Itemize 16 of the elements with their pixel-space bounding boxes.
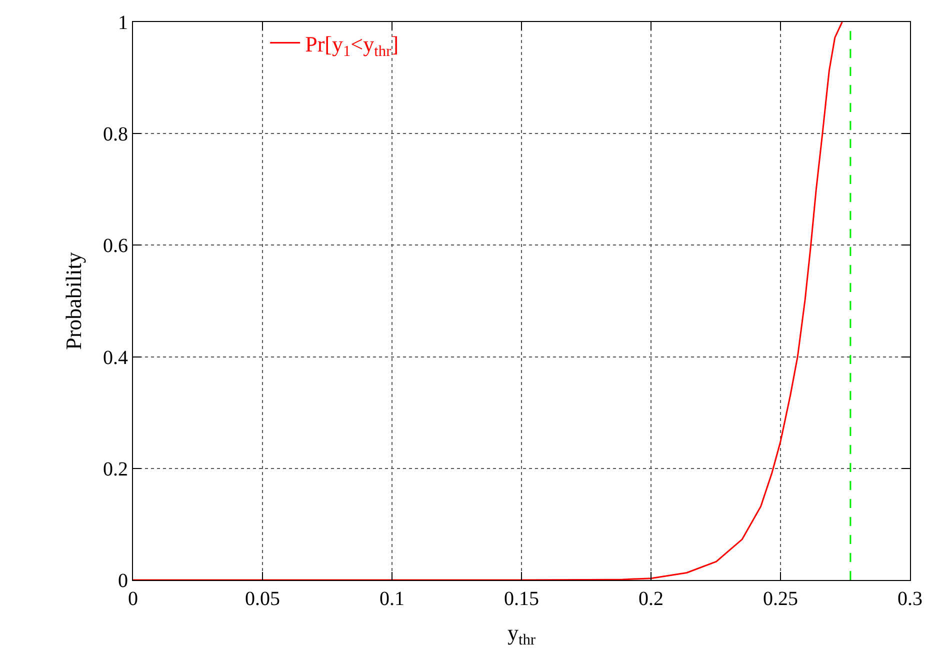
y-tick-label: 1 [118,12,128,34]
x-tick-label: 0.25 [763,588,798,610]
y-axis-title: Probability [60,252,86,350]
y-tick-label: 0.2 [103,458,128,480]
line-series [133,22,843,580]
x-tick-label: 0.05 [245,588,280,610]
y-tick-label: 0.6 [103,235,128,258]
y-tick-label: 0.4 [103,346,128,369]
y-tick-label: 0.8 [103,124,128,146]
legend-label: Pr[y$_{1}$<y$_{thr}$] [305,31,399,60]
x-tick-label: 0.15 [504,588,539,610]
x-tick-label: 0.2 [638,588,664,610]
y-tick-label: 0 [118,570,128,592]
x-tick-label: 0.3 [898,588,922,610]
x-tick-label: 0.1 [380,588,404,610]
x-axis-title: y$_{thr}$ [507,620,536,649]
